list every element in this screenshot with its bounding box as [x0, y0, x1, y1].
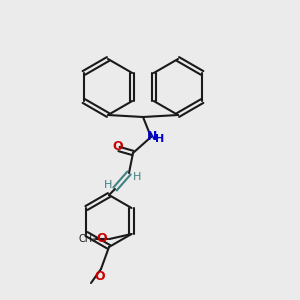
- Text: O: O: [113, 140, 123, 154]
- Text: H: H: [104, 180, 112, 190]
- Text: O: O: [96, 232, 107, 245]
- Text: H: H: [155, 134, 165, 144]
- Text: CH₃: CH₃: [79, 234, 97, 244]
- Text: N: N: [147, 130, 157, 142]
- Text: O: O: [95, 269, 105, 283]
- Text: H: H: [133, 172, 141, 182]
